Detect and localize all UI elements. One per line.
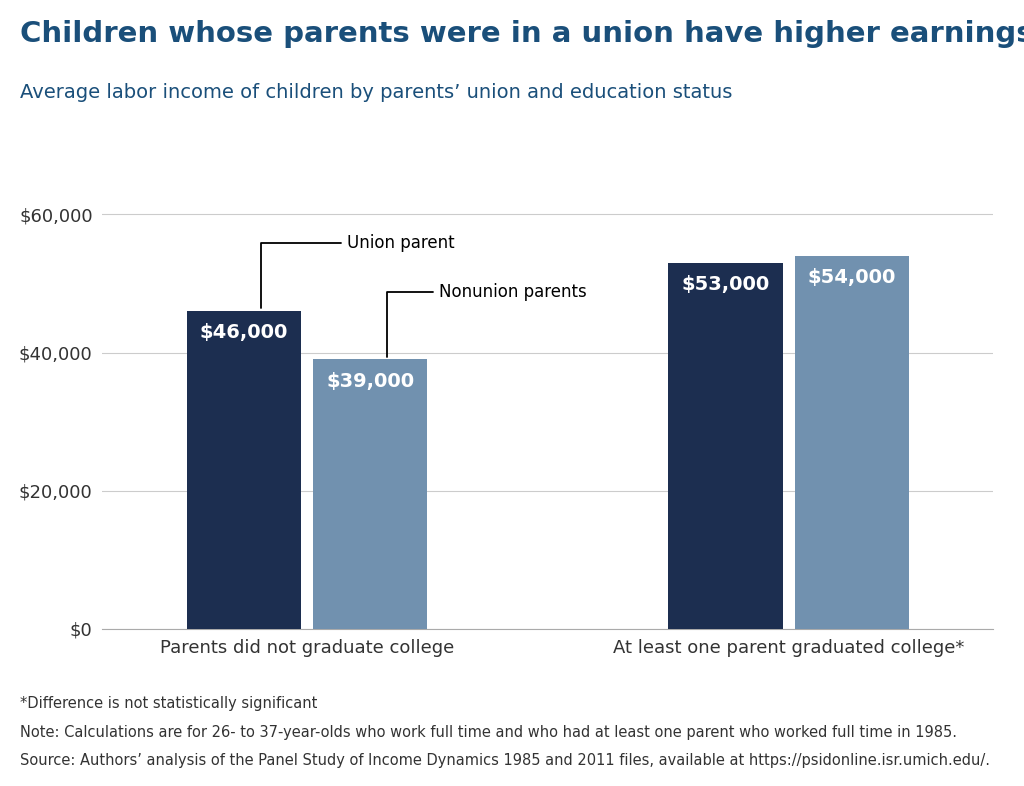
Text: *Difference is not statistically significant: *Difference is not statistically signifi… bbox=[20, 696, 317, 711]
Text: Children whose parents were in a union have higher earnings: Children whose parents were in a union h… bbox=[20, 20, 1024, 48]
Bar bbox=[795, 255, 909, 629]
Text: $53,000: $53,000 bbox=[681, 275, 770, 294]
Text: Source: Authors’ analysis of the Panel Study of Income Dynamics 1985 and 2011 fi: Source: Authors’ analysis of the Panel S… bbox=[20, 753, 990, 768]
Bar bbox=[313, 359, 427, 629]
Bar bbox=[669, 263, 782, 629]
Text: Note: Calculations are for 26- to 37-year-olds who work full time and who had at: Note: Calculations are for 26- to 37-yea… bbox=[20, 725, 957, 740]
Text: Union parent: Union parent bbox=[261, 234, 455, 308]
Text: Average labor income of children by parents’ union and education status: Average labor income of children by pare… bbox=[20, 83, 733, 101]
Text: Nonunion parents: Nonunion parents bbox=[387, 283, 587, 357]
Text: $39,000: $39,000 bbox=[327, 372, 415, 391]
Text: $54,000: $54,000 bbox=[808, 268, 896, 287]
Bar bbox=[186, 311, 301, 629]
Text: $46,000: $46,000 bbox=[200, 324, 288, 343]
